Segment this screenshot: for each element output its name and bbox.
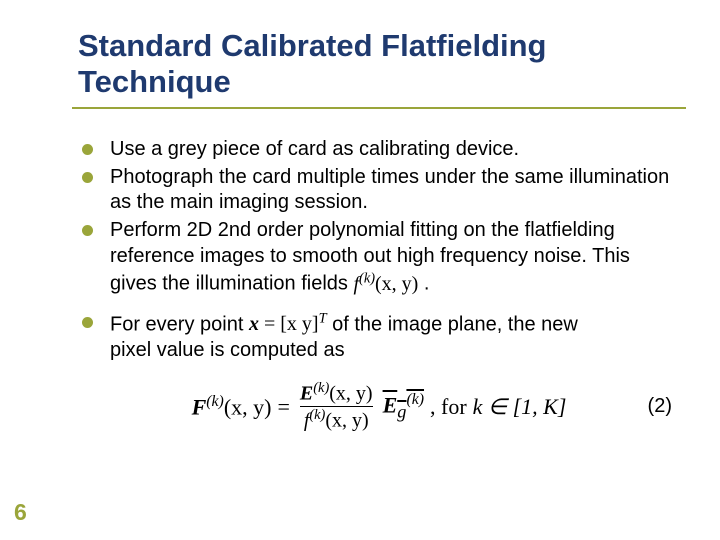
bullet-item: Use a grey piece of card as calibrating … [82, 137, 680, 163]
bullet-text: of the image plane, the new [327, 313, 578, 335]
equation-row: F(k)(x, y) = E(k)(x, y) f(k)(x, y) Eg(k)… [78, 381, 680, 431]
slide-title: Standard Calibrated Flatfielding Techniq… [78, 28, 680, 99]
bullet-text: . [418, 273, 429, 295]
fraction: E(k)(x, y) f(k)(x, y) [296, 381, 377, 431]
bullet-text: For every point [110, 313, 249, 335]
bullet-item: For every point x = [x y]T of the image … [82, 310, 680, 364]
bullet-text: Use a grey piece of card as calibrating … [110, 138, 519, 160]
page-number: 6 [14, 499, 27, 526]
bullet-text: Photograph the card multiple times under… [110, 166, 669, 214]
bullet-item: Perform 2D 2nd order polynomial fitting … [82, 218, 680, 297]
title-underline [72, 107, 686, 109]
equation-number: (2) [648, 395, 672, 418]
bullet-text: pixel value is computed as [110, 339, 345, 361]
equation: F(k)(x, y) = E(k)(x, y) f(k)(x, y) Eg(k)… [192, 381, 567, 431]
math-inline: f(k)(x, y) [353, 273, 418, 295]
bullet-list: Use a grey piece of card as calibrating … [78, 137, 680, 363]
math-inline: x = [x y]T [249, 313, 327, 335]
slide: Standard Calibrated Flatfielding Techniq… [0, 0, 720, 540]
bullet-item: Photograph the card multiple times under… [82, 165, 680, 216]
